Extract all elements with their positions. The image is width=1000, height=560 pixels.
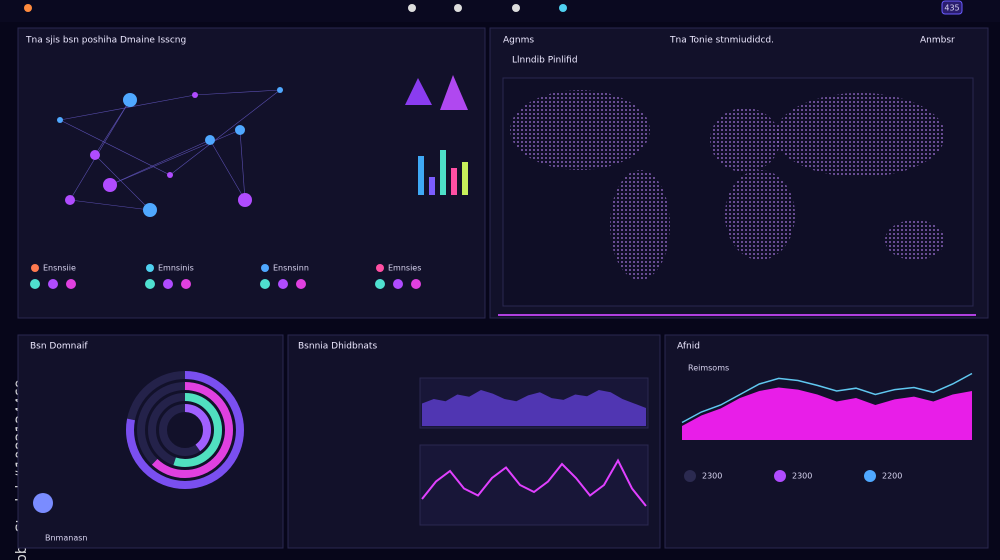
stat-value: 2300 <box>702 472 722 481</box>
nav-icon[interactable] <box>512 4 520 12</box>
legend: Reimsoms <box>688 364 729 373</box>
network-link <box>194 89 281 96</box>
network-link <box>69 199 151 211</box>
avatar <box>33 493 53 513</box>
area <box>422 390 646 426</box>
panel-title: Bsnnia Dhidbnats <box>298 342 377 352</box>
footer: Bnmanasn <box>45 534 87 543</box>
area <box>682 387 972 440</box>
network-node <box>205 135 215 145</box>
network-link <box>59 119 171 176</box>
ring <box>159 404 211 456</box>
node-icon <box>376 264 384 272</box>
node-dot <box>260 279 270 289</box>
network-node <box>167 172 173 178</box>
bar <box>451 168 457 195</box>
network-node <box>103 178 117 192</box>
network-node <box>90 150 100 160</box>
bar <box>418 156 424 195</box>
node-dot <box>393 279 403 289</box>
panel-title: Agnms <box>503 36 534 46</box>
network-node <box>238 193 252 207</box>
network-node <box>192 92 198 98</box>
panel-title: Afnid <box>677 342 700 352</box>
badge: 435 <box>944 4 959 13</box>
stat-icon <box>864 470 876 482</box>
network-node <box>277 87 283 93</box>
node-dot <box>181 279 191 289</box>
chart-frame <box>419 444 649 526</box>
panel <box>17 27 486 319</box>
node-label: Emnsies <box>388 264 421 273</box>
network-link <box>69 99 131 201</box>
panel-title: Bsn Domnaif <box>30 342 88 352</box>
node-dot <box>30 279 40 289</box>
network-node <box>143 203 157 217</box>
network-node <box>123 93 137 107</box>
bar <box>462 162 468 195</box>
nav-icon[interactable] <box>454 4 462 12</box>
node-dot <box>145 279 155 289</box>
node-icon <box>146 264 154 272</box>
panel-title: Tna sjis bsn poshiha Dmaine Isscng <box>25 36 186 46</box>
node-dot <box>163 279 173 289</box>
triangle-shape <box>440 75 468 110</box>
network-link <box>59 94 196 121</box>
badge-box <box>941 0 963 15</box>
network-link <box>109 129 241 186</box>
world-map <box>510 90 945 280</box>
network-link <box>169 89 281 176</box>
node-icon <box>261 264 269 272</box>
nav-icon[interactable] <box>408 4 416 12</box>
network-link <box>239 129 246 201</box>
node-label: Emnsinis <box>158 264 194 273</box>
triangle-shape <box>405 78 432 105</box>
button[interactable]: Anmbsr <box>920 36 955 46</box>
node-dot <box>375 279 385 289</box>
network-link <box>109 139 211 186</box>
top-bar <box>0 0 1000 22</box>
logo <box>24 4 32 12</box>
node-dot <box>278 279 288 289</box>
panel <box>664 334 989 549</box>
subtitle: Tna Tonie stnmiudidcd. <box>669 36 774 46</box>
stat-value: 2300 <box>792 472 812 481</box>
network-node <box>65 195 75 205</box>
accent-line <box>498 314 976 316</box>
network-node <box>235 125 245 135</box>
stat-icon <box>774 470 786 482</box>
node-dot <box>296 279 306 289</box>
node-dot <box>411 279 421 289</box>
node-dot <box>66 279 76 289</box>
node-dot <box>48 279 58 289</box>
network-node <box>57 117 63 123</box>
bar <box>429 177 435 195</box>
bar <box>440 150 446 195</box>
node-label: Ensnsiie <box>43 264 76 273</box>
stat-icon <box>684 470 696 482</box>
line <box>421 458 647 507</box>
ring <box>126 371 244 489</box>
network-link <box>209 139 246 201</box>
ring <box>148 393 222 467</box>
ring <box>137 382 233 478</box>
stat-value: 2200 <box>882 472 902 481</box>
line <box>681 372 973 424</box>
heading: Llnndib Pinlifid <box>512 56 578 66</box>
network-link <box>94 154 151 211</box>
node-icon <box>31 264 39 272</box>
node-label: Ensnsinn <box>273 264 309 273</box>
nav-icon[interactable] <box>559 4 567 12</box>
